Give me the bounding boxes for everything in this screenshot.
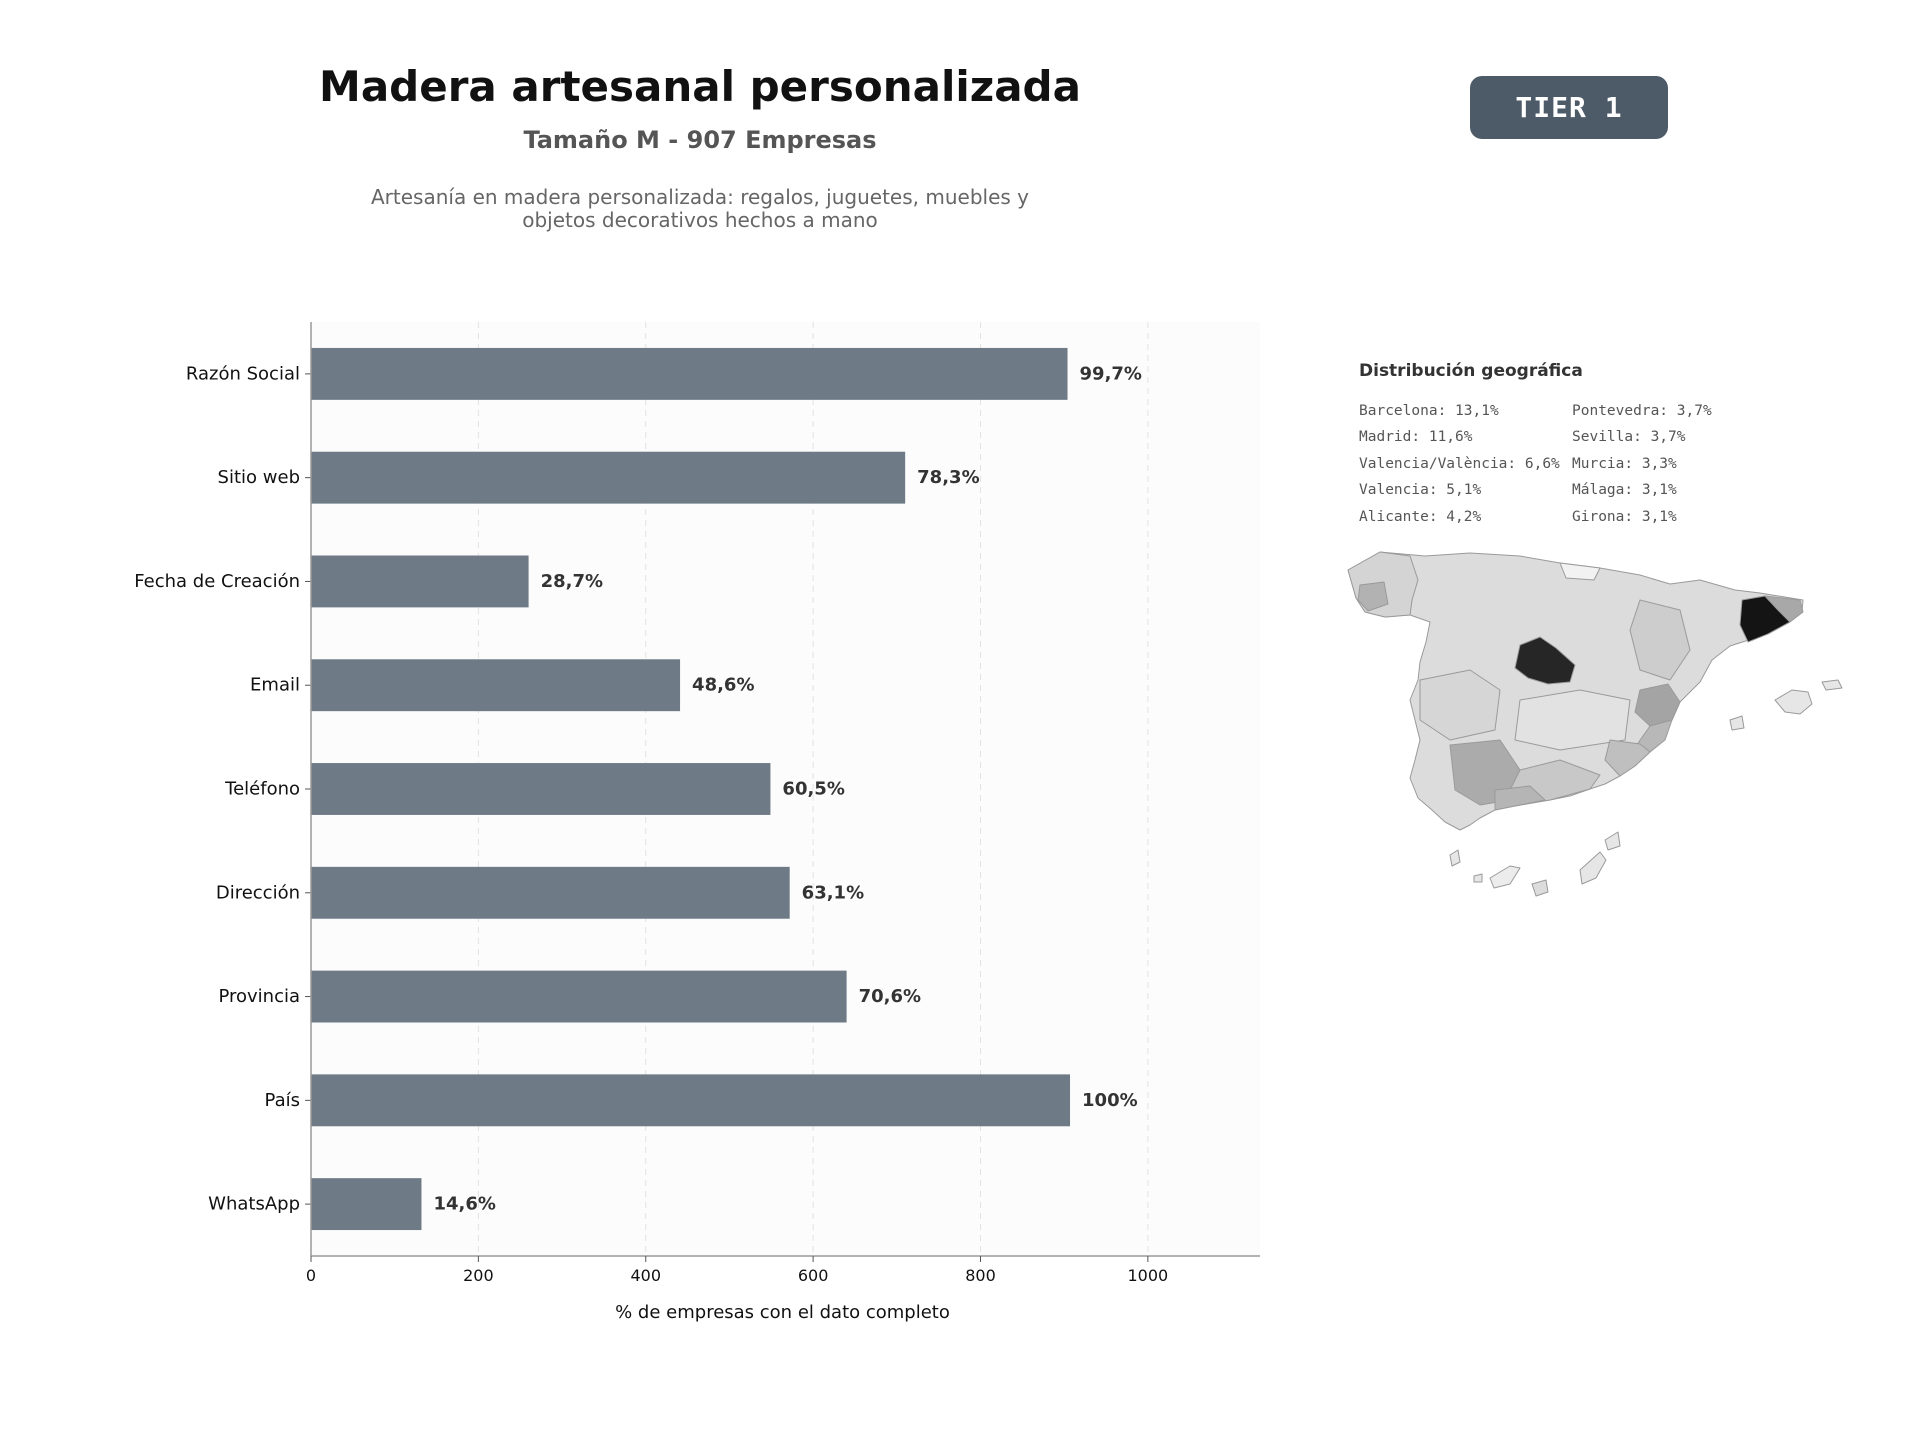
geo-entry: Alicante: 4,2% — [1359, 508, 1482, 525]
geo-entry: Málaga: 3,1% — [1572, 482, 1677, 499]
geo-entry: Valencia: 5,1% — [1359, 482, 1482, 499]
category-label: País — [265, 1090, 300, 1111]
map-region-malaga — [1494, 785, 1546, 811]
spain-map — [1347, 551, 1843, 897]
data-label: 99,7% — [1080, 363, 1142, 384]
category-label: Fecha de Creación — [134, 571, 300, 592]
data-label: 70,6% — [859, 986, 921, 1007]
geo-entry: Pontevedra: 3,7% — [1572, 403, 1712, 419]
map-island-canary-3 — [1531, 879, 1549, 897]
data-label: 14,6% — [433, 1194, 495, 1215]
page-title: Madera artesanal personalizada — [319, 62, 1081, 111]
data-label: 28,7% — [541, 571, 603, 592]
x-tick-label: 200 — [463, 1266, 494, 1285]
category-label: WhatsApp — [208, 1194, 300, 1215]
map-island-canary-5 — [1604, 831, 1621, 851]
geo-entry: Valencia/València: 6,6% — [1359, 455, 1560, 472]
map-region-murcia — [1604, 739, 1651, 777]
geo-list-right: Pontevedra: 3,7% Sevilla: 3,7% Murcia: 3… — [1572, 398, 1712, 530]
data-label: 60,5% — [782, 779, 844, 800]
map-island-canary-2 — [1489, 865, 1521, 889]
category-label: Provincia — [218, 986, 300, 1007]
data-label: 48,6% — [692, 675, 754, 696]
category-label: Sitio web — [218, 467, 300, 488]
bar — [311, 451, 906, 504]
bar — [311, 659, 681, 712]
bar — [311, 555, 529, 608]
page-subtitle: Tamaño M - 907 Empresas — [523, 126, 877, 154]
geo-entry: Barcelona: 13,1% — [1359, 403, 1499, 419]
x-tick-label: 400 — [630, 1266, 661, 1285]
map-region-girona — [1764, 595, 1804, 623]
geo-entry: Girona: 3,1% — [1572, 508, 1677, 525]
map-region-cantabria — [1559, 562, 1601, 581]
map-region-madrid — [1514, 636, 1576, 685]
bar — [311, 970, 847, 1023]
x-tick-label: 0 — [306, 1266, 316, 1285]
map-region-alicante — [1635, 719, 1673, 753]
map-island-canary-1 — [1449, 849, 1461, 867]
x-tick-label: 600 — [798, 1266, 829, 1285]
map-region-extremadura — [1419, 669, 1501, 741]
geo-entry: Madrid: 11,6% — [1359, 429, 1473, 446]
x-tick-label: 1000 — [1128, 1266, 1169, 1285]
map-island-canary-6 — [1473, 873, 1483, 883]
geo-entry: Sevilla: 3,7% — [1572, 429, 1686, 446]
x-axis-label: % de empresas con el dato completo — [615, 1302, 950, 1323]
page-description: Artesanía en madera personalizada: regal… — [371, 185, 1029, 232]
category-label: Dirección — [216, 882, 300, 903]
map-island-menorca — [1821, 679, 1843, 691]
map-region-pontevedra — [1357, 581, 1389, 612]
tier-badge: TIER 1 — [1470, 76, 1668, 139]
data-label: 78,3% — [917, 467, 979, 488]
bar — [311, 347, 1068, 400]
x-tick-label: 800 — [965, 1266, 996, 1285]
map-region-castilla-lm — [1514, 689, 1631, 751]
map-region-aragon — [1629, 599, 1691, 681]
bar — [311, 763, 771, 815]
category-label: Teléfono — [224, 779, 300, 800]
geo-entry: Murcia: 3,3% — [1572, 455, 1677, 472]
data-label: 63,1% — [802, 882, 864, 903]
category-label: Razón Social — [186, 363, 300, 384]
map-island-canary-4 — [1579, 851, 1607, 885]
bar-chart: 99,7% Razón Social 78,3% Sitio web 28,7% Fech… — [134, 322, 1260, 1323]
bar — [311, 1178, 422, 1231]
geo-distribution-title: Distribución geográfica — [1359, 361, 1583, 381]
geo-list-left: Barcelona: 13,1% Madrid: 11,6% Valencia/… — [1359, 398, 1560, 530]
map-island-ibiza — [1729, 715, 1745, 731]
bar — [311, 866, 790, 919]
category-label: Email — [250, 675, 300, 696]
map-island-mallorca — [1774, 689, 1813, 715]
data-label: 100% — [1082, 1090, 1138, 1111]
bar — [311, 1074, 1071, 1127]
